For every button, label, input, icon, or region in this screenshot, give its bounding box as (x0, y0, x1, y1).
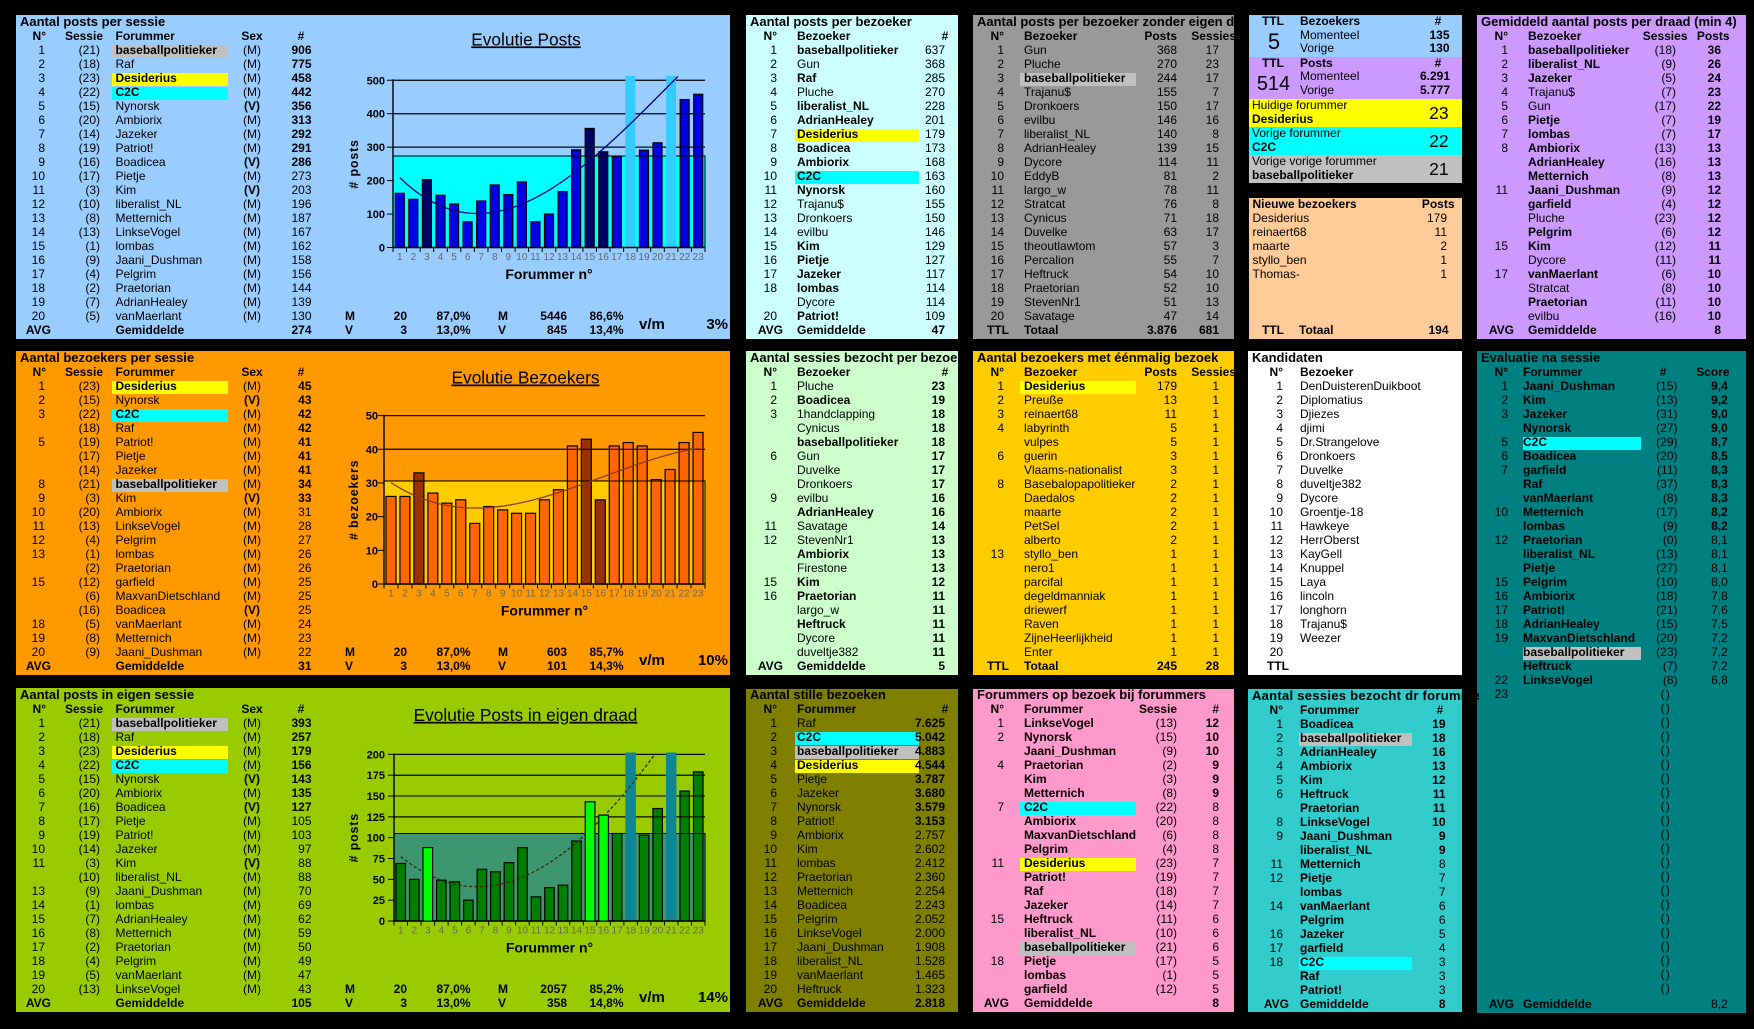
svg-text:10: 10 (516, 252, 528, 263)
svg-text:23: 23 (693, 926, 705, 937)
svg-text:22: 22 (679, 252, 691, 263)
svg-text:30: 30 (366, 478, 378, 490)
svg-text:21: 21 (665, 589, 677, 600)
svg-text:0: 0 (372, 579, 378, 591)
svg-text:20: 20 (651, 589, 663, 600)
svg-text:200: 200 (367, 749, 385, 761)
svg-text:11: 11 (530, 252, 541, 263)
svg-text:23: 23 (692, 589, 704, 600)
svg-text:6: 6 (465, 252, 471, 263)
svg-text:11: 11 (525, 589, 536, 600)
svg-text:23: 23 (693, 252, 705, 263)
svg-text:50: 50 (366, 411, 378, 423)
svg-text:3: 3 (424, 252, 430, 263)
svg-text:4: 4 (438, 252, 444, 263)
svg-text:1: 1 (398, 926, 404, 937)
svg-text:Forummer n°: Forummer n° (501, 603, 588, 619)
svg-text:20: 20 (366, 512, 378, 524)
svg-text:40: 40 (366, 444, 378, 456)
svg-text:Evolutie Posts in eigen draad: Evolutie Posts in eigen draad (414, 705, 638, 725)
svg-text:300: 300 (367, 142, 385, 154)
svg-text:14: 14 (571, 926, 583, 937)
svg-text:7: 7 (472, 589, 478, 600)
svg-text:100: 100 (367, 833, 385, 845)
svg-text:0: 0 (379, 243, 385, 255)
svg-text:12: 12 (544, 926, 556, 937)
svg-text:3: 3 (416, 589, 422, 600)
svg-text:# bezoekers: # bezoekers (347, 460, 361, 540)
svg-text:6: 6 (458, 589, 464, 600)
svg-text:2: 2 (411, 252, 417, 263)
svg-text:500: 500 (367, 75, 385, 87)
svg-text:16: 16 (595, 589, 607, 600)
svg-text:5: 5 (452, 926, 458, 937)
svg-text:10: 10 (366, 545, 378, 557)
svg-text:10: 10 (517, 926, 529, 937)
svg-text:8: 8 (486, 589, 492, 600)
svg-text:12: 12 (543, 252, 555, 263)
svg-text:Evolutie Posts: Evolutie Posts (471, 29, 581, 49)
svg-text:19: 19 (639, 926, 651, 937)
svg-text:11: 11 (531, 926, 542, 937)
svg-text:22: 22 (679, 589, 691, 600)
svg-text:18: 18 (625, 926, 637, 937)
svg-text:100: 100 (367, 209, 385, 221)
svg-text:# posts: # posts (347, 139, 361, 188)
svg-text:75: 75 (373, 854, 385, 866)
svg-text:3: 3 (425, 926, 431, 937)
svg-text:15: 15 (585, 926, 597, 937)
svg-text:7: 7 (479, 926, 485, 937)
svg-text:7: 7 (478, 252, 484, 263)
svg-text:# posts: # posts (347, 813, 361, 862)
svg-text:18: 18 (625, 252, 637, 263)
svg-text:2: 2 (402, 589, 408, 600)
svg-text:50: 50 (373, 874, 385, 886)
svg-text:6: 6 (466, 926, 472, 937)
svg-text:16: 16 (598, 926, 610, 937)
svg-text:150: 150 (367, 791, 385, 803)
svg-text:19: 19 (638, 252, 650, 263)
svg-text:16: 16 (598, 252, 610, 263)
svg-text:8: 8 (492, 252, 498, 263)
svg-text:13: 13 (557, 252, 569, 263)
svg-text:2: 2 (411, 926, 417, 937)
svg-text:Evolutie Bezoekers: Evolutie Bezoekers (452, 368, 600, 388)
svg-text:21: 21 (666, 252, 678, 263)
svg-text:20: 20 (652, 252, 664, 263)
svg-text:13: 13 (553, 589, 565, 600)
svg-text:0: 0 (379, 916, 385, 928)
svg-text:4: 4 (430, 589, 436, 600)
svg-text:4: 4 (439, 926, 445, 937)
svg-text:Forummer n°: Forummer n° (505, 266, 592, 282)
svg-text:9: 9 (506, 252, 512, 263)
svg-text:21: 21 (666, 926, 678, 937)
svg-text:9: 9 (506, 926, 512, 937)
svg-text:1: 1 (397, 252, 403, 263)
svg-text:1: 1 (388, 589, 394, 600)
svg-text:5: 5 (451, 252, 457, 263)
svg-text:17: 17 (611, 252, 623, 263)
svg-text:25: 25 (373, 895, 385, 907)
svg-text:17: 17 (612, 926, 624, 937)
svg-text:9: 9 (500, 589, 506, 600)
svg-text:5: 5 (444, 589, 450, 600)
svg-text:15: 15 (584, 252, 596, 263)
svg-text:18: 18 (623, 589, 635, 600)
svg-text:10: 10 (511, 589, 523, 600)
svg-text:12: 12 (539, 589, 551, 600)
svg-text:14: 14 (571, 252, 583, 263)
svg-text:8: 8 (493, 926, 499, 937)
svg-text:400: 400 (367, 109, 385, 121)
svg-text:125: 125 (367, 812, 385, 824)
svg-text:15: 15 (581, 589, 593, 600)
svg-text:14: 14 (567, 589, 579, 600)
svg-text:20: 20 (652, 926, 664, 937)
svg-text:13: 13 (557, 926, 569, 937)
svg-text:22: 22 (679, 926, 691, 937)
svg-text:175: 175 (367, 770, 385, 782)
svg-text:200: 200 (367, 176, 385, 188)
svg-text:Forummer n°: Forummer n° (506, 940, 593, 956)
svg-text:19: 19 (637, 589, 649, 600)
svg-text:17: 17 (609, 589, 621, 600)
